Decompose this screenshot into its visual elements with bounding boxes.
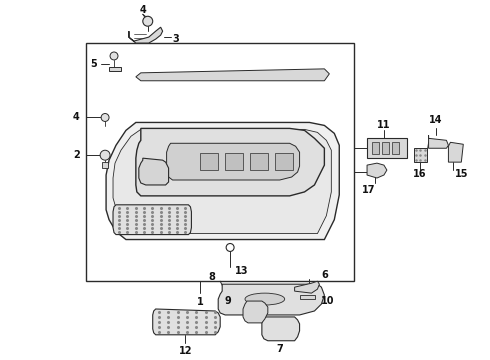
Text: 1: 1 — [197, 297, 204, 307]
Circle shape — [110, 52, 118, 60]
Text: 13: 13 — [235, 266, 249, 276]
Text: 16: 16 — [413, 169, 426, 179]
Text: 5: 5 — [90, 59, 97, 69]
Polygon shape — [429, 135, 448, 148]
Polygon shape — [129, 27, 163, 43]
Polygon shape — [139, 158, 169, 185]
Text: 17: 17 — [362, 185, 376, 195]
Polygon shape — [153, 309, 220, 335]
Circle shape — [101, 113, 109, 121]
Polygon shape — [102, 162, 108, 168]
Polygon shape — [109, 67, 121, 71]
Polygon shape — [392, 142, 399, 154]
Polygon shape — [262, 317, 299, 341]
Text: 9: 9 — [225, 296, 231, 306]
Circle shape — [143, 16, 153, 26]
Polygon shape — [294, 281, 319, 293]
Polygon shape — [382, 142, 389, 154]
Text: 7: 7 — [276, 344, 283, 354]
Text: 10: 10 — [320, 296, 334, 306]
Text: 8: 8 — [209, 272, 216, 282]
Text: 4: 4 — [73, 112, 80, 122]
Polygon shape — [225, 153, 243, 170]
Polygon shape — [448, 142, 464, 162]
Text: 4: 4 — [140, 5, 146, 15]
Polygon shape — [414, 148, 427, 162]
Text: 15: 15 — [455, 169, 468, 179]
Polygon shape — [299, 295, 316, 299]
Polygon shape — [136, 69, 329, 81]
Polygon shape — [106, 122, 339, 239]
Polygon shape — [275, 153, 293, 170]
Polygon shape — [367, 138, 407, 158]
Polygon shape — [200, 153, 218, 170]
Polygon shape — [167, 143, 299, 180]
Ellipse shape — [245, 293, 285, 305]
Polygon shape — [243, 301, 268, 323]
Polygon shape — [250, 153, 268, 170]
Polygon shape — [372, 142, 379, 154]
Polygon shape — [367, 163, 387, 178]
Bar — [86, 43, 354, 281]
Text: 6: 6 — [321, 270, 328, 280]
Polygon shape — [136, 129, 324, 196]
Circle shape — [226, 243, 234, 251]
Text: 11: 11 — [377, 121, 391, 130]
Text: 3: 3 — [172, 34, 179, 44]
Text: 12: 12 — [179, 346, 192, 356]
Polygon shape — [113, 129, 331, 234]
Circle shape — [100, 150, 110, 160]
Text: 14: 14 — [429, 116, 442, 126]
Polygon shape — [218, 284, 324, 315]
Polygon shape — [113, 205, 192, 235]
Text: 2: 2 — [73, 150, 80, 160]
